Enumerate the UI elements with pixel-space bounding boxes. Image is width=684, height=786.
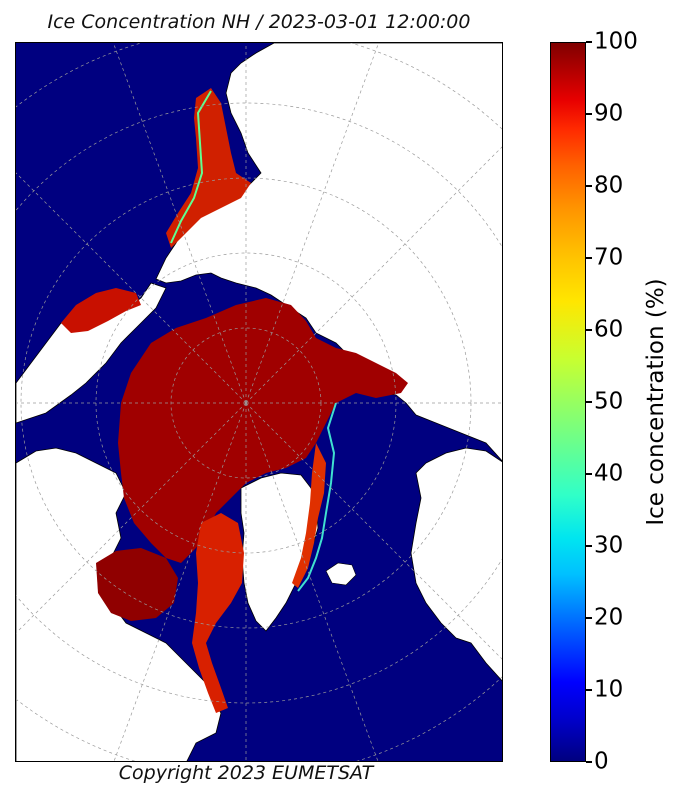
ice-edge-okhotsk (170, 90, 212, 244)
sea-ice-hudson-bay (96, 548, 178, 621)
land-north-america (16, 447, 222, 761)
colorbar-tick-mark (586, 185, 592, 187)
colorbar-tick-label: 40 (594, 460, 624, 487)
colorbar-tick-mark (586, 257, 592, 259)
colorbar-tick-label: 10 (594, 676, 624, 703)
graticule (16, 43, 502, 761)
colorbar-tick-mark (586, 473, 592, 475)
colorbar-tick-mark (586, 401, 592, 403)
colorbar-scale (550, 42, 586, 762)
colorbar-tick-mark (586, 329, 592, 331)
sea-ice-baffin-labrador (192, 513, 244, 713)
colorbar-tick-label: 50 (594, 388, 624, 415)
colorbar-tick-label: 80 (594, 172, 624, 199)
colorbar-tick-mark (586, 113, 592, 115)
ice-concentration-map (15, 42, 503, 762)
colorbar-tick-label: 20 (594, 604, 624, 631)
colorbar-tick-mark (586, 545, 592, 547)
land-scandinavia (410, 447, 502, 682)
colorbar-tick-mark (586, 689, 592, 691)
colorbar-tick-label: 70 (594, 244, 624, 271)
land-iceland (325, 562, 357, 586)
colorbar-tick-label: 0 (594, 748, 609, 775)
colorbar-label: Ice concentration (%) (643, 278, 669, 526)
colorbar-tick-label: 90 (594, 100, 624, 127)
colorbar-tick-mark (586, 617, 592, 619)
map-title: Ice Concentration NH / 2023-03-01 12:00:… (47, 11, 471, 33)
ice-edge-marginal-zone (297, 402, 337, 592)
colorbar-tick-label: 100 (594, 28, 638, 55)
sea-ice-east-greenland (292, 443, 326, 588)
colorbar-tick-label: 60 (594, 316, 624, 343)
sea-ice-bering (61, 288, 141, 333)
sea-ice-central-arctic (118, 298, 408, 563)
land-eurasia (155, 43, 502, 462)
colorbar-tick-label: 30 (594, 532, 624, 559)
copyright-notice: Copyright 2023 EUMETSAT (118, 762, 374, 784)
colorbar-tick-mark (586, 41, 592, 43)
colorbar-tick-mark (586, 761, 592, 763)
